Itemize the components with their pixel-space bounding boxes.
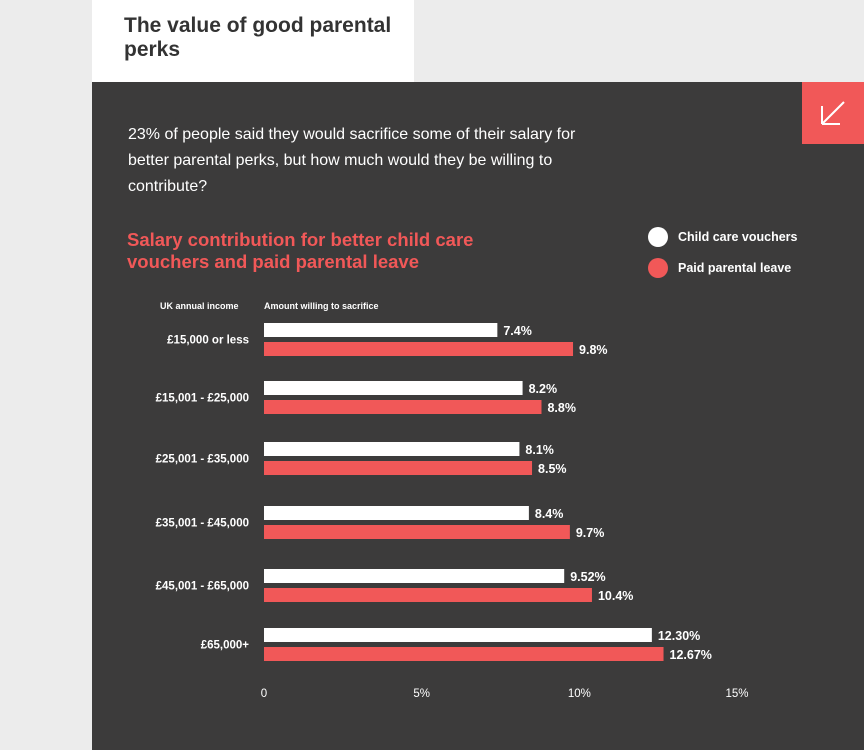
legend-label-child-care: Child care vouchers: [678, 230, 798, 244]
x-tick-label: 10%: [568, 688, 591, 700]
bar-paid-leave: [264, 461, 533, 475]
x-tick-label: 5%: [413, 688, 430, 700]
data-label: 9.52%: [570, 570, 605, 584]
chart-title: Salary contribution for better child car…: [127, 229, 474, 272]
bar-paid-leave: [264, 525, 570, 539]
legend-swatch-paid-leave: [648, 258, 668, 278]
bar-child-care: [264, 506, 529, 520]
data-label: 8.4%: [535, 507, 564, 521]
data-label: 8.8%: [547, 401, 576, 415]
legend-swatch-child-care: [648, 227, 668, 247]
data-label: 9.8%: [579, 343, 608, 357]
page-title: The value of good parental perks: [124, 14, 392, 61]
category-label: £35,001 - £45,000: [156, 518, 249, 530]
data-label: 8.5%: [538, 462, 567, 476]
arrow-down-left-icon: [821, 101, 845, 125]
chart-legend: Child care vouchers Paid parental leave: [648, 226, 798, 288]
bar-child-care: [264, 381, 523, 395]
bar-paid-leave: [264, 647, 664, 661]
category-label: £25,001 - £35,000: [156, 454, 249, 466]
data-label: 12.30%: [658, 629, 700, 643]
data-label: 9.7%: [576, 526, 605, 540]
intro-text: 23% of people said they would sacrifice …: [128, 126, 576, 195]
bar-paid-leave: [264, 342, 574, 356]
data-label: 12.67%: [670, 648, 712, 662]
x-tick-label: 0: [261, 688, 267, 700]
bar-paid-leave: [264, 400, 542, 414]
category-label: £65,000+: [201, 640, 250, 652]
title-card: The value of good parental perks: [92, 0, 414, 82]
legend-item-child-care: Child care vouchers: [648, 226, 798, 248]
bar-child-care: [264, 323, 498, 337]
data-label: 7.4%: [503, 324, 532, 338]
value-column-header: Amount willing to sacrifice: [264, 301, 379, 311]
data-label: 10.4%: [598, 589, 633, 603]
x-tick-label: 15%: [725, 688, 748, 700]
category-label: £45,001 - £65,000: [156, 581, 249, 593]
bar-child-care: [264, 569, 565, 583]
legend-item-paid-leave: Paid parental leave: [648, 257, 798, 279]
bar-child-care: [264, 442, 520, 456]
legend-label-paid-leave: Paid parental leave: [678, 261, 792, 275]
corner-button[interactable]: [802, 82, 864, 144]
category-label: £15,000 or less: [167, 335, 249, 347]
bar-child-care: [264, 628, 652, 642]
category-label: £15,001 - £25,000: [156, 393, 249, 405]
category-column-header: UK annual income: [160, 301, 239, 311]
data-label: 8.2%: [529, 382, 558, 396]
bar-paid-leave: [264, 588, 592, 602]
data-label: 8.1%: [525, 443, 554, 457]
